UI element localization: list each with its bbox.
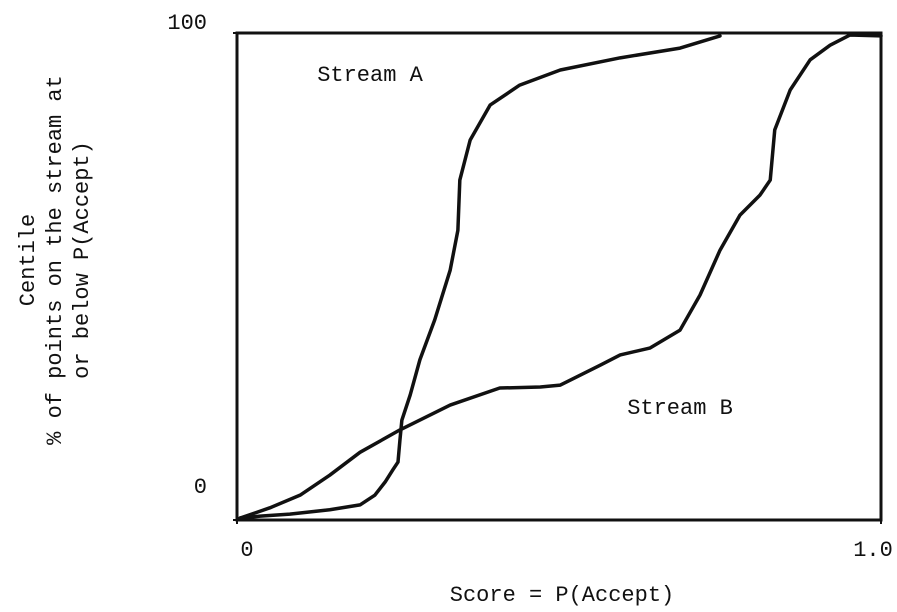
x-axis-label: Score = P(Accept): [450, 583, 674, 608]
x-tick-label: 0: [240, 538, 253, 563]
y-axis-label: Centile % of points on the stream at or …: [16, 75, 95, 445]
series-label: Stream A: [317, 63, 423, 88]
y-axis-label-line: % of points on the stream at: [43, 75, 68, 445]
y-axis-label-line: or below P(Accept): [70, 141, 95, 379]
x-tick-label: 1.0: [853, 538, 893, 563]
series-label: Stream B: [627, 396, 733, 421]
series-line: [238, 34, 722, 520]
plot-frame: [235, 31, 883, 522]
series-line: [238, 33, 883, 520]
y-tick-label: 100: [167, 11, 207, 36]
y-axis-label-line: Centile: [16, 214, 41, 306]
y-tick-label: 0: [194, 475, 207, 500]
